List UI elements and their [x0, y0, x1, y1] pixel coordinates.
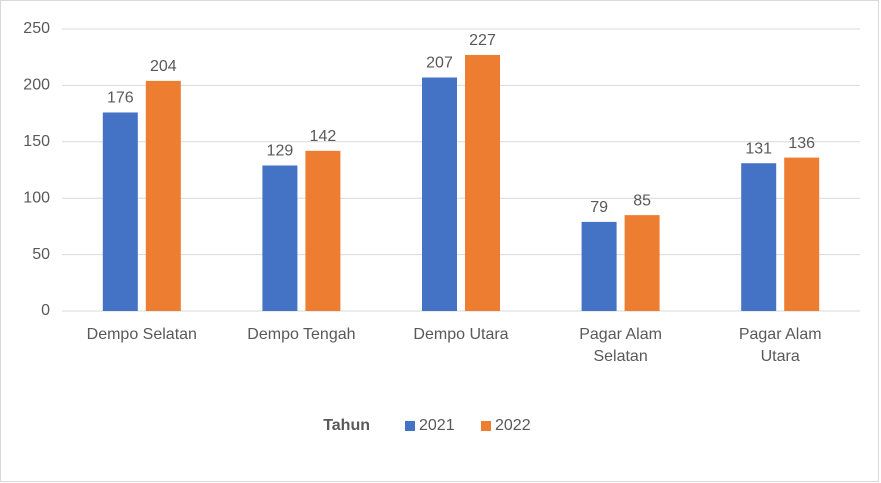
legend-title: Tahun: [323, 417, 370, 434]
x-tick-label: Pagar Alam Selatan: [579, 326, 662, 365]
x-tick-label: Dempo Selatan: [87, 326, 197, 343]
data-label: 227: [469, 32, 496, 49]
bar: [741, 163, 777, 311]
y-tick-label: 250: [23, 20, 50, 37]
bar: [581, 221, 617, 311]
x-tick-label: Dempo Utara: [413, 326, 508, 343]
legend-label: 2021: [419, 417, 455, 434]
bar: [465, 54, 500, 311]
x-tick-label: Pagar Alam Utara: [739, 326, 822, 365]
data-label: 204: [150, 58, 177, 75]
data-label: 176: [107, 90, 134, 107]
data-label: 129: [267, 143, 294, 160]
bar: [262, 165, 298, 311]
bar: [102, 112, 138, 311]
legend-swatch: [481, 421, 491, 431]
y-tick-label: 100: [23, 189, 50, 206]
bar: [305, 150, 341, 311]
x-tick-label: Dempo Tengah: [247, 326, 355, 343]
data-label: 85: [633, 192, 651, 209]
bar: [624, 215, 660, 311]
bar: [784, 157, 820, 311]
y-tick-label: 200: [23, 77, 50, 94]
bar: [145, 80, 181, 311]
legend-label: 2022: [495, 417, 531, 434]
data-label: 131: [745, 140, 772, 157]
legend-swatch: [405, 421, 415, 431]
y-tick-label: 150: [23, 133, 50, 150]
y-tick-label: 50: [32, 246, 50, 263]
data-label: 136: [788, 135, 815, 152]
data-label: 142: [310, 128, 337, 145]
data-label: 207: [426, 55, 453, 72]
bar: [422, 77, 457, 311]
y-tick-label: 0: [41, 302, 50, 319]
data-label: 79: [590, 199, 608, 216]
